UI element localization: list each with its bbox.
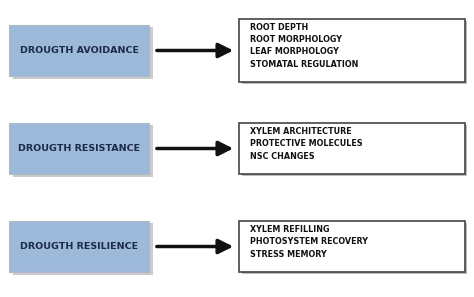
FancyBboxPatch shape xyxy=(13,27,153,79)
FancyBboxPatch shape xyxy=(242,223,467,274)
Text: ROOT MORPHOLOGY: ROOT MORPHOLOGY xyxy=(250,35,342,44)
Text: DROUGTH RESILIENCE: DROUGTH RESILIENCE xyxy=(20,242,138,251)
Text: STOMATAL REGULATION: STOMATAL REGULATION xyxy=(250,60,358,69)
Text: PROTECTIVE MOLECULES: PROTECTIVE MOLECULES xyxy=(250,139,363,148)
Text: XYLEM ARCHITECTURE: XYLEM ARCHITECTURE xyxy=(250,127,351,136)
FancyBboxPatch shape xyxy=(239,221,465,272)
Text: DROUGTH RESISTANCE: DROUGTH RESISTANCE xyxy=(18,144,140,153)
FancyBboxPatch shape xyxy=(242,21,467,84)
FancyBboxPatch shape xyxy=(9,220,149,273)
Text: DROUGTH AVOIDANCE: DROUGTH AVOIDANCE xyxy=(20,46,139,55)
Text: LEAF MORPHOLOGY: LEAF MORPHOLOGY xyxy=(250,48,338,56)
FancyBboxPatch shape xyxy=(242,125,467,176)
Text: NSC CHANGES: NSC CHANGES xyxy=(250,152,314,161)
FancyBboxPatch shape xyxy=(13,223,153,274)
FancyBboxPatch shape xyxy=(239,19,465,82)
FancyBboxPatch shape xyxy=(239,123,465,174)
Text: PHOTOSYSTEM RECOVERY: PHOTOSYSTEM RECOVERY xyxy=(250,237,368,246)
Text: STRESS MEMORY: STRESS MEMORY xyxy=(250,250,327,259)
FancyBboxPatch shape xyxy=(13,125,153,176)
Text: XYLEM REFILLING: XYLEM REFILLING xyxy=(250,225,329,234)
FancyBboxPatch shape xyxy=(9,123,149,175)
FancyBboxPatch shape xyxy=(9,25,149,77)
Text: ROOT DEPTH: ROOT DEPTH xyxy=(250,23,308,31)
